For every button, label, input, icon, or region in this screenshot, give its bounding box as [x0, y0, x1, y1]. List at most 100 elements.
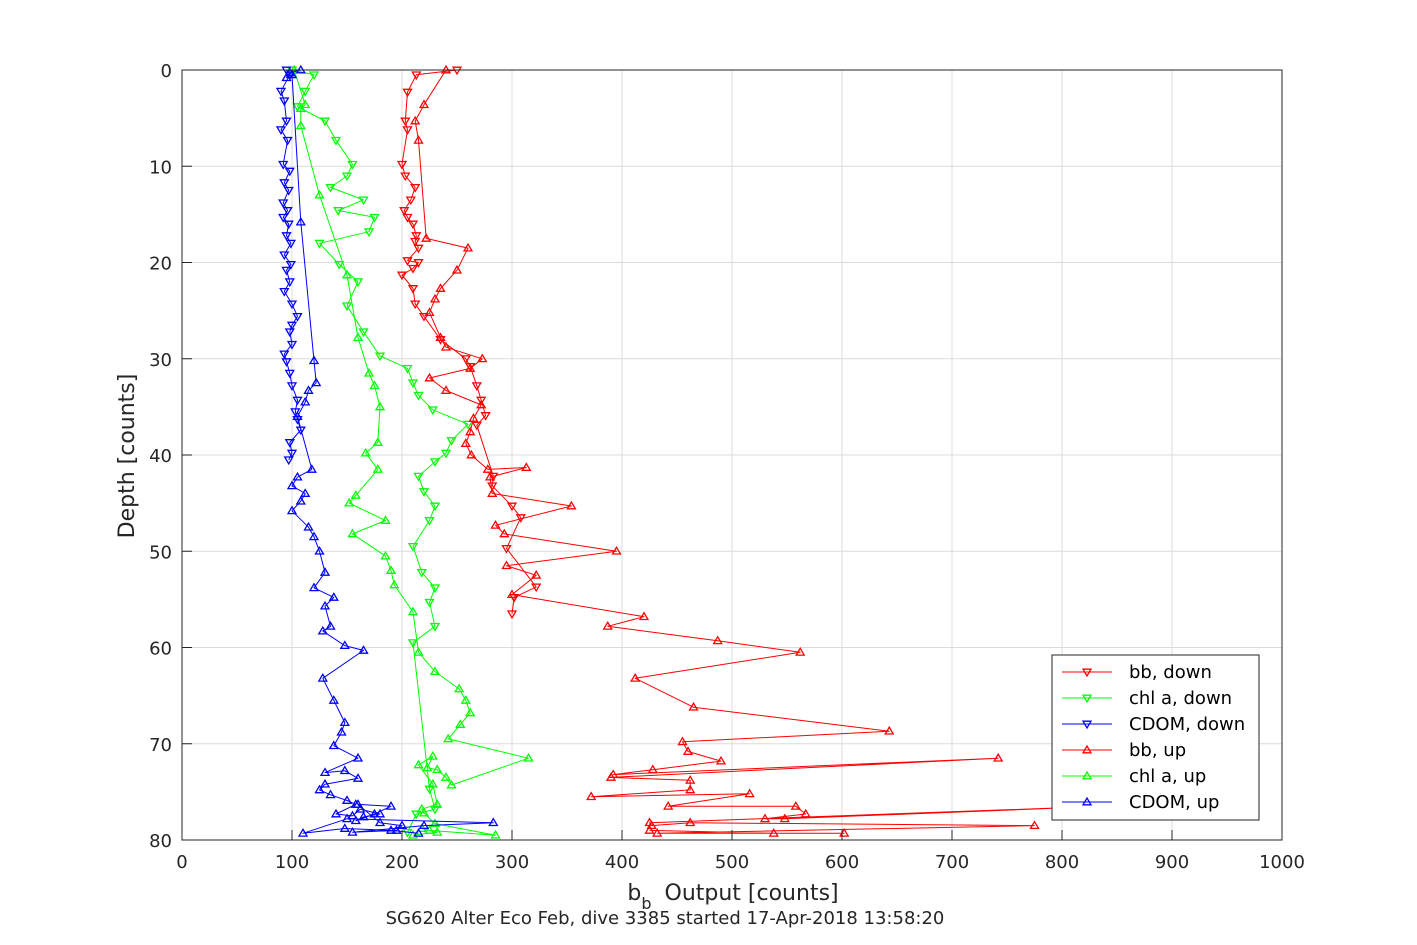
- legend-entry-label: chl a, down: [1129, 688, 1232, 709]
- x-tick-label: 900: [1155, 852, 1189, 873]
- data-point-cdom-up: [286, 69, 298, 79]
- data-point-bb-down: [407, 220, 419, 230]
- data-point-cdom-down: [279, 97, 290, 107]
- data-point-chl-a-down: [374, 352, 386, 362]
- data-point-cdom-down: [281, 266, 292, 276]
- data-point-chl-a-down: [325, 183, 336, 193]
- data-point-cdom-up: [374, 817, 386, 827]
- data-point-bb-up: [440, 385, 452, 394]
- data-point-bb-up: [611, 546, 622, 555]
- data-point-cdom-down: [292, 312, 303, 322]
- data-point-chl-a-down: [319, 117, 331, 127]
- x-tick-label: 400: [605, 852, 639, 873]
- data-point-bb-down: [411, 232, 422, 241]
- series-cdom-down: [275, 66, 306, 466]
- series-chl-a-up: [289, 64, 534, 839]
- data-point-bb-up: [677, 736, 688, 746]
- data-point-chl-a-down: [424, 598, 435, 608]
- data-point-cdom-down: [278, 160, 289, 170]
- series-bb-up: [410, 64, 1109, 837]
- data-point-cdom-down: [275, 126, 287, 135]
- data-point-chl-a-down: [334, 260, 345, 270]
- data-point-chl-a-down: [407, 542, 419, 552]
- data-point-cdom-up: [369, 808, 380, 818]
- data-point-bb-up: [435, 332, 446, 342]
- data-point-cdom-up: [385, 801, 397, 810]
- data-point-cdom-down: [281, 117, 292, 127]
- data-point-chl-a-down: [330, 136, 342, 146]
- data-point-cdom-down: [285, 239, 297, 249]
- series-cdom-up: [281, 64, 499, 837]
- data-point-chl-a-down: [407, 379, 419, 389]
- y-axis-label: Depth [counts]: [115, 374, 140, 539]
- data-point-bb-up: [685, 784, 696, 794]
- series-chl-a-down: [286, 66, 474, 838]
- data-point-cdom-up: [374, 808, 386, 818]
- data-point-chl-a-up: [341, 269, 353, 279]
- data-point-cdom-down: [284, 369, 295, 379]
- data-point-bb-up: [647, 764, 658, 774]
- data-point-cdom-up: [300, 488, 311, 497]
- data-point-chl-a-up: [424, 825, 435, 834]
- data-point-chl-a-down: [358, 196, 369, 206]
- x-tick-label: 0: [176, 852, 187, 873]
- data-point-bb-up: [768, 828, 779, 837]
- data-point-bb-up: [652, 828, 663, 837]
- data-point-cdom-up: [319, 600, 331, 610]
- data-point-cdom-up: [330, 808, 342, 818]
- data-point-bb-up: [421, 233, 432, 242]
- y-tick-label: 20: [149, 254, 172, 275]
- data-point-chl-a-up: [407, 606, 419, 616]
- data-point-cdom-up: [306, 464, 317, 473]
- data-point-chl-a-up: [422, 762, 433, 772]
- data-point-cdom-up: [292, 471, 303, 481]
- data-point-cdom-up: [339, 823, 350, 832]
- legend-entry-label: bb, up: [1129, 740, 1186, 761]
- data-point-cdom-up: [319, 778, 331, 788]
- data-point-cdom-up: [328, 695, 339, 704]
- data-point-bb-down: [418, 312, 430, 322]
- data-point-bb-down: [399, 207, 410, 216]
- data-point-chl-a-down: [300, 87, 311, 97]
- data-point-bb-down: [402, 257, 413, 266]
- data-point-bb-up: [795, 647, 806, 656]
- data-point-cdom-up: [413, 828, 424, 837]
- data-point-cdom-up: [328, 740, 339, 750]
- data-point-chl-a-down: [416, 568, 427, 578]
- data-point-cdom-up: [325, 789, 336, 799]
- legend-swatch-marker: [1081, 796, 1093, 806]
- data-point-chl-a-up: [295, 120, 306, 130]
- data-point-bb-up: [477, 353, 488, 363]
- data-point-bb-up: [790, 801, 801, 810]
- data-point-cdom-down: [286, 300, 298, 310]
- data-point-bb-up: [884, 725, 895, 735]
- data-point-bb-up: [566, 500, 577, 510]
- data-point-bb-down: [476, 396, 487, 406]
- data-point-chl-a-up: [360, 447, 371, 457]
- data-point-bb-up: [715, 755, 727, 765]
- data-point-bb-up: [413, 135, 424, 144]
- data-point-cdom-down: [282, 136, 293, 146]
- data-point-bb-up: [440, 341, 452, 351]
- data-point-bb-up: [482, 464, 493, 473]
- data-point-cdom-down: [278, 199, 289, 209]
- legend-entry-label: CDOM, up: [1129, 792, 1219, 813]
- series-line-cdom-up: [286, 69, 494, 834]
- data-point-cdom-up: [300, 396, 311, 406]
- data-point-bb-up: [602, 621, 613, 630]
- data-point-bb-up: [487, 488, 498, 497]
- data-point-cdom-down: [284, 167, 295, 177]
- data-point-bb-up: [685, 775, 696, 784]
- data-point-cdom-down: [286, 449, 298, 459]
- data-point-bb-down: [413, 244, 424, 254]
- data-point-bb-up: [685, 817, 696, 827]
- y-tick-label: 30: [149, 350, 172, 371]
- data-point-chl-a-down: [369, 213, 380, 223]
- data-point-cdom-down: [283, 220, 294, 230]
- legend-swatch-marker: [1081, 770, 1093, 780]
- data-point-bb-up: [424, 372, 435, 382]
- data-point-chl-a-up: [432, 827, 443, 836]
- data-point-chl-a-down: [402, 828, 413, 838]
- data-point-bb-up: [476, 399, 487, 409]
- data-point-cdom-down: [285, 260, 297, 270]
